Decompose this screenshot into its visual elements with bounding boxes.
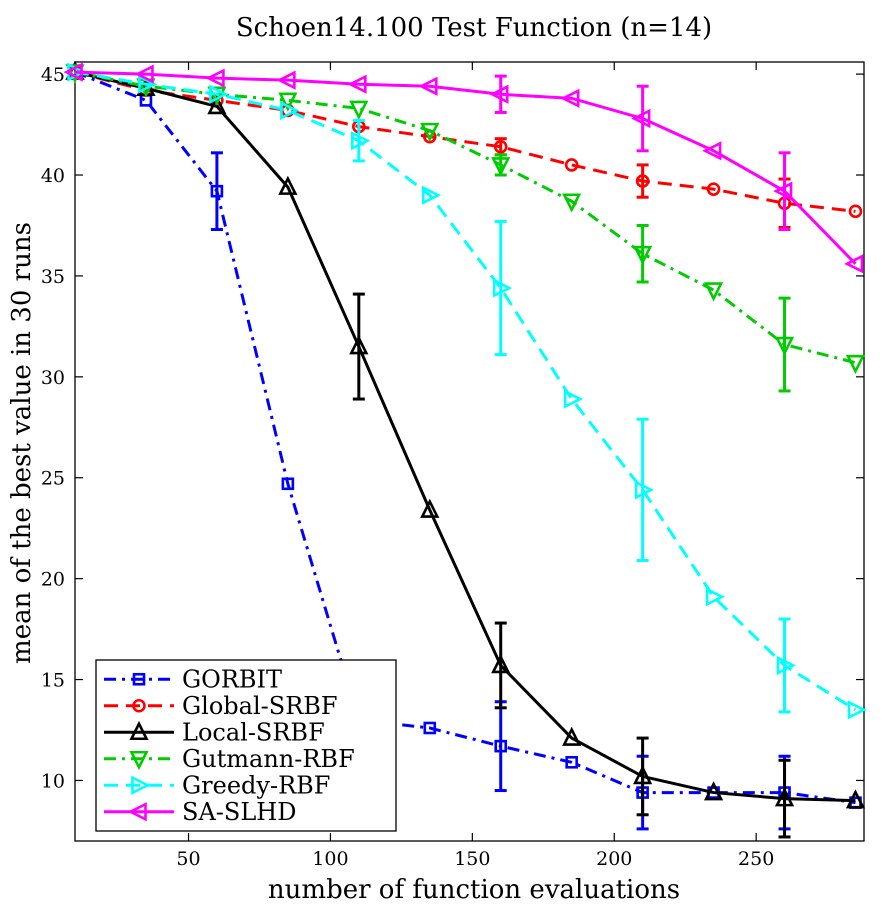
y-tick-label: 30 — [41, 367, 65, 389]
data-point-gorbit — [565, 755, 578, 769]
series-line-gutmann-rbf — [74, 70, 856, 365]
legend-label-gorbit: GORBIT — [182, 665, 282, 693]
data-point-local-srbf — [774, 787, 795, 807]
data-point-sa-slhd — [134, 64, 154, 84]
data-point-gutmann-rbf — [845, 354, 866, 375]
data-point-sa-slhd — [205, 68, 225, 88]
data-point-global-srbf — [564, 158, 579, 172]
plot-area: 50 100 150 200 250 10 15 20 25 30 35 40 45 — [41, 60, 867, 870]
data-point-greedy-rbf — [563, 389, 584, 409]
y-axis-title: mean of the best value in 30 runs — [7, 222, 37, 664]
legend-label-global-srbf: Global-SRBF — [182, 692, 338, 720]
data-point-gutmann-rbf — [420, 122, 440, 143]
data-point-local-srbf — [703, 781, 724, 801]
data-point-greedy-rbf — [847, 700, 867, 720]
data-point-sa-slhd — [702, 141, 722, 161]
legend: GORBITGlobal-SRBFLocal-SRBFGutmann-RBFGr… — [95, 659, 397, 832]
y-tick-label: 15 — [41, 670, 65, 692]
data-point-greedy-rbf — [705, 587, 725, 607]
data-point-sa-slhd — [63, 62, 83, 82]
data-point-greedy-rbf — [421, 185, 442, 205]
x-tick-label: 250 — [738, 848, 774, 870]
data-point-sa-slhd — [347, 74, 367, 94]
series-line-local-srbf — [74, 70, 856, 803]
data-point-sa-slhd — [418, 76, 438, 96]
chart-title: Schoen14.100 Test Function (n=14) — [236, 13, 712, 43]
data-point-greedy-rbf — [634, 480, 655, 500]
y-tick-label: 45 — [41, 64, 65, 86]
legend-marker-gutmann-rbf — [129, 750, 149, 771]
data-point-gutmann-rbf — [278, 92, 298, 112]
data-point-gorbit — [281, 477, 295, 491]
x-axis-title: number of function evaluations — [268, 875, 680, 905]
data-point-gutmann-rbf — [491, 157, 511, 177]
data-point-local-srbf — [278, 175, 298, 195]
data-point-local-srbf — [207, 94, 227, 115]
y-tick-label: 40 — [41, 165, 65, 187]
data-point-greedy-rbf — [138, 74, 158, 94]
data-point-gutmann-rbf — [562, 193, 582, 213]
data-point-greedy-rbf — [776, 655, 796, 676]
data-point-gorbit — [210, 184, 224, 198]
legend-marker-local-srbf — [129, 720, 149, 741]
data-point-greedy-rbf — [492, 278, 513, 298]
data-point-global-srbf — [493, 139, 508, 154]
series-line-sa-slhd — [74, 70, 857, 265]
data-point-gorbit — [494, 739, 508, 753]
legend-box — [95, 659, 397, 832]
data-point-local-srbf — [562, 726, 582, 746]
data-point-gorbit — [423, 721, 437, 735]
data-point-global-srbf — [635, 174, 650, 188]
x-tick-label: 200 — [596, 848, 632, 870]
legend-label-local-srbf: Local-SRBF — [182, 718, 325, 746]
y-tick-label: 25 — [41, 468, 65, 490]
legend-label-sa-slhd: SA-SLHD — [182, 798, 296, 826]
x-tick-label: 100 — [312, 848, 348, 870]
data-point-global-srbf — [848, 204, 863, 219]
legend-marker-global-srbf — [132, 698, 146, 713]
data-point-local-srbf — [349, 335, 369, 355]
y-tick-label: 35 — [41, 266, 65, 288]
data-point-sa-slhd — [844, 254, 864, 274]
data-point-sa-slhd — [631, 108, 651, 129]
data-point-gutmann-rbf — [349, 100, 369, 120]
axes-frame — [74, 61, 865, 842]
data-point-sa-slhd — [773, 181, 793, 201]
data-point-global-srbf — [706, 182, 721, 196]
legend-marker-sa-slhd — [127, 802, 147, 822]
data-point-greedy-rbf — [351, 131, 371, 151]
data-point-gutmann-rbf — [703, 282, 724, 302]
y-tick-label: 20 — [41, 569, 65, 591]
y-tick-label: 10 — [41, 770, 65, 792]
data-point-local-srbf — [491, 654, 511, 674]
legend-marker-greedy-rbf — [131, 775, 151, 795]
data-point-sa-slhd — [489, 84, 509, 104]
x-tick-label: 50 — [176, 848, 200, 870]
data-point-gutmann-rbf — [774, 336, 795, 356]
data-point-local-srbf — [420, 498, 440, 518]
data-point-greedy-rbf — [280, 100, 300, 121]
legend-marker-gorbit — [132, 672, 146, 686]
data-point-gutmann-rbf — [633, 245, 653, 266]
legend-label-gutmann-rbf: Gutmann-RBF — [182, 745, 355, 773]
data-point-local-srbf — [845, 789, 866, 809]
data-point-local-srbf — [633, 765, 653, 785]
legend-label-greedy-rbf: Greedy-RBF — [182, 771, 330, 799]
data-point-greedy-rbf — [209, 84, 229, 104]
x-tick-label: 150 — [454, 848, 490, 870]
data-point-sa-slhd — [560, 88, 580, 108]
data-point-sa-slhd — [276, 70, 296, 90]
series-line-global-srbf — [74, 70, 856, 213]
series-line-greedy-rbf — [74, 70, 857, 712]
